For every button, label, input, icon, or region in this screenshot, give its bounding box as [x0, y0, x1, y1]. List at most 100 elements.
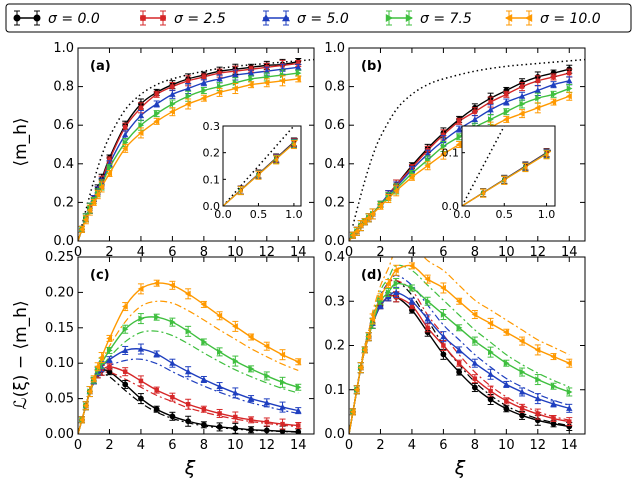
- data-point: [82, 216, 89, 223]
- inset-plot: [223, 126, 298, 206]
- data-point: [357, 364, 364, 371]
- axes-frame: [77, 47, 315, 242]
- axes-frame: [348, 47, 586, 242]
- data-point: [185, 402, 191, 407]
- data-point: [122, 369, 128, 374]
- data-point: [519, 406, 525, 411]
- data-point: [169, 360, 176, 366]
- data-point: [153, 406, 160, 413]
- data-point: [504, 92, 509, 97]
- y-tick-label: 0.15: [45, 321, 74, 336]
- data-point: [82, 402, 89, 409]
- plot-area: [349, 58, 585, 241]
- data-point: [201, 406, 207, 412]
- data-point: [248, 417, 254, 423]
- data-point: [424, 162, 431, 169]
- data-point: [216, 312, 223, 319]
- data-point: [153, 118, 160, 125]
- data-point: [247, 333, 254, 341]
- data-point: [361, 346, 368, 354]
- legend-marker: [505, 14, 513, 22]
- data-point: [296, 61, 301, 66]
- data-point: [107, 364, 112, 369]
- data-point: [535, 411, 541, 417]
- axes-frame: [77, 256, 315, 435]
- data-point: [455, 346, 463, 353]
- data-point: [566, 85, 573, 92]
- plot-area: [349, 257, 573, 434]
- x-tick-label: 0: [74, 438, 82, 453]
- data-point: [264, 419, 270, 425]
- data-point: [518, 110, 525, 117]
- data-point: [232, 79, 239, 86]
- inset-y-tick-label: 0.0: [203, 200, 221, 213]
- legend-label: σ = 2.5: [174, 11, 226, 27]
- data-point: [455, 125, 463, 132]
- inset-y-tick-label: 0.1: [203, 173, 221, 186]
- x-tick-label: 6: [439, 438, 447, 453]
- data-point: [550, 98, 557, 106]
- x-tick-label: 0: [345, 245, 353, 260]
- data-point: [263, 343, 270, 350]
- x-tick-label: 4: [137, 245, 145, 260]
- legend-entry: σ = 10.0: [505, 10, 601, 27]
- legend-entry: σ = 5.0: [262, 10, 349, 27]
- data-point: [487, 106, 494, 113]
- panel: 0 2 4 6 8 10 12 14 0.0 0.1 0.2 0.3 0.4 (d): [324, 250, 586, 453]
- data-point: [263, 399, 270, 406]
- data-point: [138, 105, 144, 111]
- data-point: [201, 74, 207, 80]
- legend-marker: [140, 15, 146, 21]
- data-point: [550, 81, 557, 88]
- data-point: [550, 420, 557, 427]
- y-tick-label: 0.2: [324, 195, 345, 210]
- data-point: [408, 298, 416, 304]
- data-point: [247, 69, 255, 76]
- data-point: [248, 365, 255, 373]
- data-point: [137, 285, 144, 293]
- data-point: [154, 92, 159, 97]
- data-point: [138, 395, 144, 402]
- data-point: [385, 195, 391, 202]
- y-tick-label: 0.6: [53, 118, 74, 133]
- data-point: [518, 337, 525, 345]
- y-tick-label: 0.00: [45, 427, 74, 442]
- y-tick-label: 0.20: [45, 285, 74, 300]
- data-point: [107, 157, 112, 163]
- data-point: [153, 350, 160, 357]
- data-point: [98, 183, 105, 191]
- y-axis-label-top: ⟨m_h⟩: [11, 117, 31, 166]
- data-point: [534, 346, 541, 354]
- plot-area: [78, 279, 302, 434]
- y-tick-label: 0.2: [324, 339, 345, 354]
- data-point: [216, 424, 223, 430]
- data-point: [295, 358, 301, 365]
- data-point: [456, 369, 463, 375]
- inset-x-tick-label: 0.5: [250, 208, 268, 221]
- panel: 0 2 4 6 8 10 12 14 0.0 0.2 0.4 0.6 0.8 1.0 (a) 0.0 0.5 1.…: [53, 41, 315, 260]
- data-point: [137, 129, 144, 137]
- data-point: [488, 116, 494, 123]
- data-point: [503, 116, 509, 123]
- data-point: [519, 412, 525, 419]
- data-point: [122, 381, 129, 388]
- data-point: [471, 384, 478, 391]
- data-point: [122, 131, 129, 138]
- x-tick-label: 12: [530, 245, 547, 260]
- data-point: [217, 411, 222, 416]
- y-tick-label: 0.0: [53, 234, 74, 249]
- data-point: [353, 228, 360, 235]
- data-point: [122, 124, 128, 130]
- y-tick-label: 0.0: [324, 427, 345, 442]
- data-point: [216, 383, 223, 390]
- data-point: [349, 232, 356, 239]
- data-point: [106, 335, 113, 342]
- data-point: [440, 311, 447, 318]
- data-point: [185, 328, 192, 335]
- y-tick-label: 0.8: [324, 80, 345, 95]
- data-point: [169, 108, 175, 115]
- data-point: [200, 94, 207, 102]
- panel: 0 2 4 6 8 10 12 14 0.0 0.2 0.4 0.6 0.8 1.0 (b) 0.0 0.5 1.…: [324, 41, 586, 260]
- data-point: [353, 386, 360, 393]
